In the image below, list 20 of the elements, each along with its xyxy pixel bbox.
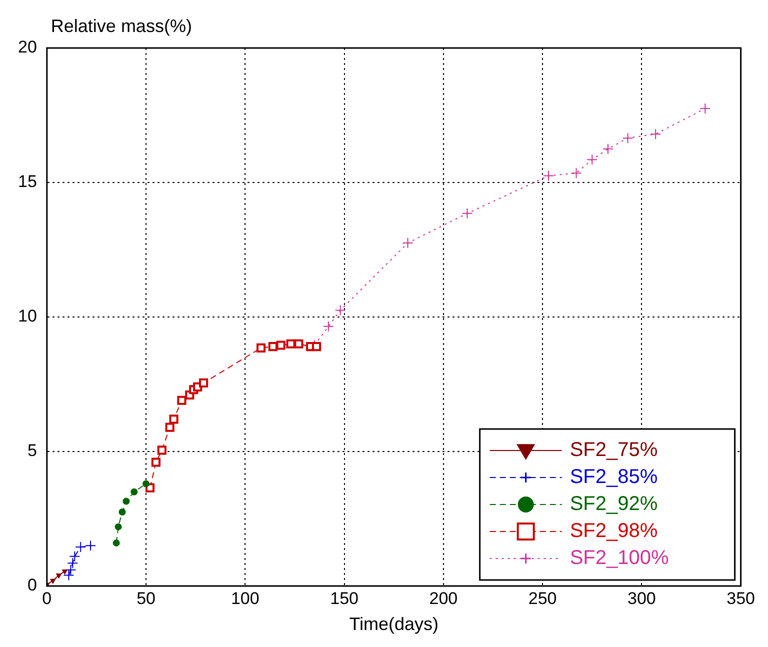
x-tick-label: 300: [628, 588, 656, 608]
y-tick-label: 15: [18, 172, 37, 192]
legend-label: SF2_75%: [570, 439, 658, 462]
x-tick-label: 250: [528, 588, 557, 608]
x-tick-label: 100: [230, 588, 260, 608]
x-tick-label: 200: [429, 588, 458, 608]
y-axis-title: Relative mass(%): [50, 16, 192, 36]
x-axis-title: Time(days): [349, 614, 439, 634]
legend-label: SF2_92%: [570, 493, 658, 516]
legend-label: SF2_98%: [570, 520, 658, 542]
x-tick-label: 350: [726, 588, 756, 608]
legend-label: SF2_85%: [570, 466, 658, 488]
y-tick-label: 20: [18, 38, 37, 57]
y-tick-label: 5: [27, 441, 37, 460]
x-tick-label: 50: [136, 588, 156, 608]
x-tick-label: 150: [330, 588, 358, 608]
y-tick-label: 10: [18, 306, 37, 326]
x-tick-label: 0: [42, 588, 52, 608]
y-tick-label: 0: [27, 576, 37, 595]
legend-label: SF2_100%: [570, 547, 669, 570]
